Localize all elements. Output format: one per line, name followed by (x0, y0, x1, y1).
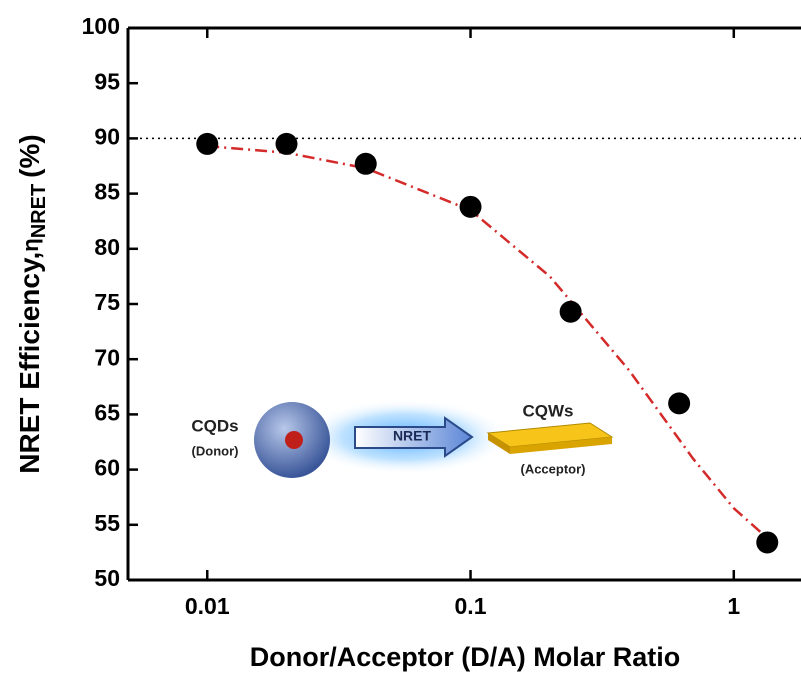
data-point (354, 152, 377, 175)
y-label-symbol: η (18, 238, 43, 251)
y-tick-label: 75 (94, 289, 120, 315)
y-tick-label: 50 (94, 565, 120, 591)
y-label-sub: NRET (28, 184, 50, 238)
annotation: (Acceptor) (520, 461, 585, 476)
acceptor-edge (510, 437, 612, 454)
donor-core (285, 431, 303, 449)
y-tick-label: 65 (94, 399, 120, 425)
annotation: NRET (393, 428, 432, 444)
nret-arrow (354, 416, 474, 458)
y-tick-label: 100 (82, 13, 120, 39)
annotation: CQDs (191, 416, 238, 435)
annotation: (Donor) (192, 443, 239, 458)
acceptor-side (488, 433, 510, 454)
y-tick-label: 60 (94, 455, 120, 481)
inset-illustration: CQDs (Donor) NRET CQWs (Acceptor) (191, 399, 614, 478)
x-tick-label: 0.01 (185, 593, 230, 619)
y-tick-label: 70 (94, 344, 120, 370)
y-tick-label: 90 (94, 123, 120, 149)
x-tick-label: 1 (727, 593, 740, 619)
data-point (196, 132, 219, 155)
x-axis-label: Donor/Acceptor (D/A) Molar Ratio (250, 642, 681, 672)
y-tick-label: 55 (94, 510, 120, 536)
y-tick-label: 85 (94, 179, 120, 205)
annotation: CQWs (523, 401, 574, 420)
fit-line (207, 144, 769, 539)
y-axis-label: NRET Efficiency,ηNRET (%) (14, 134, 50, 473)
y-label-text: NRET Efficiency, (14, 252, 45, 474)
y-label-unit: (%) (14, 134, 45, 178)
data-point (459, 195, 482, 218)
data-point (275, 132, 298, 155)
y-tick-label: 95 (94, 68, 120, 94)
x-tick-label: 0.1 (455, 593, 487, 619)
data-point (668, 392, 691, 415)
data-point (756, 531, 779, 554)
y-tick-label: 80 (94, 234, 120, 260)
data-point (559, 300, 582, 323)
